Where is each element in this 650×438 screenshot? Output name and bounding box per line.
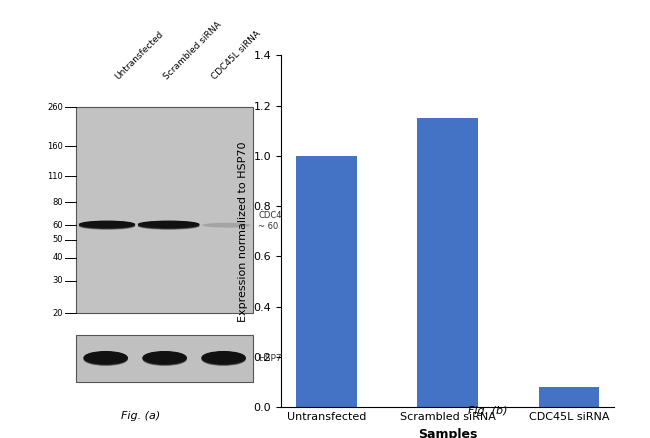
Ellipse shape xyxy=(84,352,128,365)
Ellipse shape xyxy=(202,353,246,366)
Ellipse shape xyxy=(138,222,200,230)
Bar xyxy=(539,387,599,407)
Ellipse shape xyxy=(84,352,128,364)
X-axis label: Samples: Samples xyxy=(418,428,477,438)
Ellipse shape xyxy=(142,353,187,365)
Text: Scrambled siRNA: Scrambled siRNA xyxy=(162,20,224,81)
Ellipse shape xyxy=(202,223,250,228)
Ellipse shape xyxy=(142,352,187,365)
Ellipse shape xyxy=(84,353,128,365)
Text: 50: 50 xyxy=(52,235,63,244)
Text: HSP70: HSP70 xyxy=(259,354,288,363)
Text: 160: 160 xyxy=(47,142,63,151)
Ellipse shape xyxy=(138,223,200,230)
Ellipse shape xyxy=(202,353,246,365)
Ellipse shape xyxy=(79,223,135,230)
Text: CDC45L
~ 60 kDa: CDC45L ~ 60 kDa xyxy=(259,211,298,230)
Text: CDC45L siRNA: CDC45L siRNA xyxy=(210,29,263,81)
Ellipse shape xyxy=(84,353,128,366)
Text: 30: 30 xyxy=(52,276,63,286)
Ellipse shape xyxy=(79,222,135,230)
Text: Untransfected: Untransfected xyxy=(114,30,166,81)
Bar xyxy=(417,118,478,407)
Text: 60: 60 xyxy=(52,221,63,230)
Ellipse shape xyxy=(79,221,135,228)
Ellipse shape xyxy=(138,222,200,229)
Ellipse shape xyxy=(138,221,200,228)
Ellipse shape xyxy=(202,352,246,364)
Ellipse shape xyxy=(79,222,135,229)
Text: Fig. (a): Fig. (a) xyxy=(121,411,160,421)
Ellipse shape xyxy=(142,353,187,366)
Ellipse shape xyxy=(138,221,200,228)
Ellipse shape xyxy=(142,352,187,364)
Bar xyxy=(76,107,253,314)
Text: 110: 110 xyxy=(47,172,63,181)
Bar xyxy=(296,156,357,407)
Ellipse shape xyxy=(142,351,187,364)
Text: 260: 260 xyxy=(47,103,63,112)
Text: 20: 20 xyxy=(52,309,63,318)
Ellipse shape xyxy=(202,351,246,364)
Bar xyxy=(76,335,253,382)
Ellipse shape xyxy=(202,352,246,365)
Y-axis label: Expression normalized to HSP70: Expression normalized to HSP70 xyxy=(238,141,248,321)
Text: 80: 80 xyxy=(52,198,63,207)
Text: Fig. (b): Fig. (b) xyxy=(468,406,507,416)
Text: 40: 40 xyxy=(52,253,63,262)
Ellipse shape xyxy=(79,221,135,228)
Ellipse shape xyxy=(84,351,128,364)
